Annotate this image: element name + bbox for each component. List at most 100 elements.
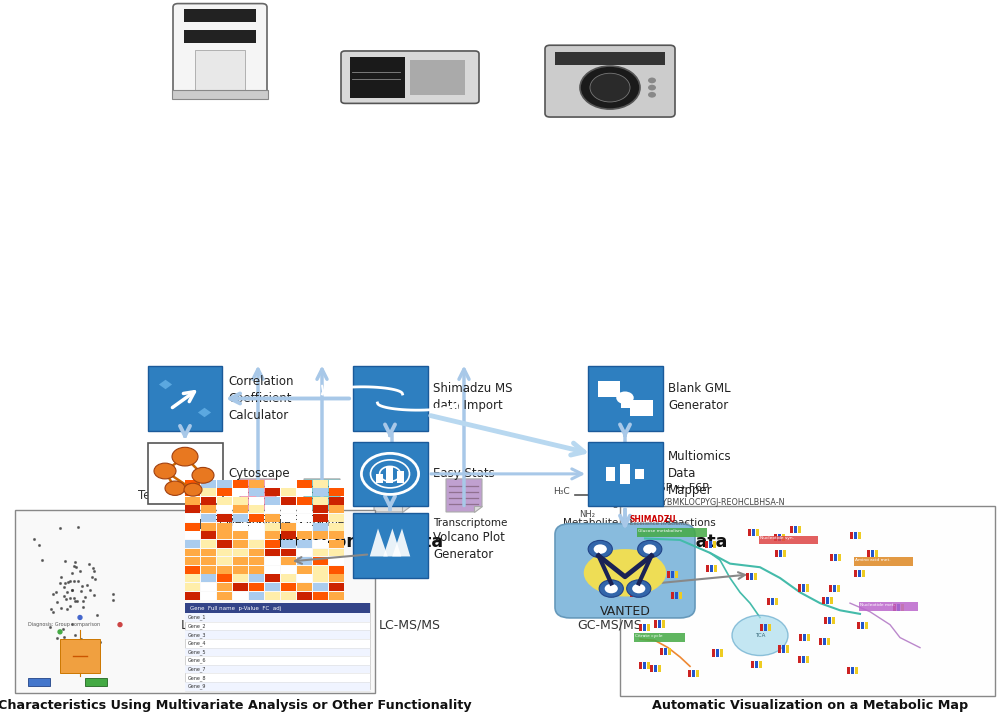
Bar xyxy=(692,670,695,677)
Bar xyxy=(714,565,717,572)
Text: OH: OH xyxy=(612,480,626,488)
Bar xyxy=(297,488,312,496)
Bar xyxy=(830,597,833,604)
Bar xyxy=(217,514,232,522)
Circle shape xyxy=(154,463,176,479)
Bar xyxy=(555,52,665,65)
Bar xyxy=(823,638,826,645)
Bar xyxy=(798,526,801,533)
Point xyxy=(62,576,78,587)
Text: Gene_8: Gene_8 xyxy=(188,675,207,681)
Bar xyxy=(185,488,200,496)
Bar xyxy=(746,573,749,580)
Bar xyxy=(838,554,841,561)
Bar xyxy=(329,514,344,522)
Bar xyxy=(634,590,637,597)
Bar xyxy=(281,574,296,582)
FancyBboxPatch shape xyxy=(759,536,818,544)
Point xyxy=(45,606,61,617)
Bar xyxy=(265,557,280,565)
Bar xyxy=(233,540,248,548)
Bar xyxy=(712,649,715,656)
Ellipse shape xyxy=(584,549,666,597)
Bar xyxy=(185,549,200,556)
Bar xyxy=(410,60,465,95)
Bar xyxy=(201,531,216,539)
Bar xyxy=(201,497,216,505)
Bar xyxy=(281,531,296,539)
Bar xyxy=(265,497,280,505)
Bar xyxy=(233,514,248,522)
Bar xyxy=(185,514,200,522)
Point xyxy=(57,555,73,567)
Circle shape xyxy=(632,584,645,593)
Bar xyxy=(754,573,757,580)
Bar xyxy=(201,523,216,531)
Point xyxy=(53,602,69,613)
Bar xyxy=(249,549,264,556)
FancyBboxPatch shape xyxy=(545,45,675,117)
Bar xyxy=(329,497,344,505)
Point xyxy=(42,621,58,633)
Bar xyxy=(281,566,296,574)
Polygon shape xyxy=(304,479,340,512)
Bar xyxy=(185,540,200,548)
Point xyxy=(60,576,76,587)
Bar xyxy=(201,592,216,600)
Bar xyxy=(217,566,232,574)
Bar xyxy=(806,656,809,663)
Bar xyxy=(329,523,344,531)
Circle shape xyxy=(643,544,656,554)
Bar xyxy=(297,497,312,505)
Bar xyxy=(696,670,699,677)
Bar xyxy=(217,497,232,505)
Point xyxy=(64,584,80,596)
Bar xyxy=(217,592,232,600)
Bar xyxy=(313,497,328,505)
Point xyxy=(56,581,72,592)
Text: Gene  Full name  p-Value  FC  adj: Gene Full name p-Value FC adj xyxy=(190,606,281,610)
Bar xyxy=(313,523,328,531)
Bar xyxy=(664,648,667,655)
Point xyxy=(58,593,74,605)
Bar xyxy=(798,584,801,592)
Bar xyxy=(803,634,806,641)
Text: Gene_3: Gene_3 xyxy=(188,632,207,638)
Bar xyxy=(217,505,232,513)
Bar xyxy=(297,549,312,556)
Point xyxy=(75,596,91,607)
Text: Gene_4: Gene_4 xyxy=(188,640,207,646)
Bar xyxy=(857,622,860,629)
Bar xyxy=(329,574,344,582)
Point xyxy=(73,585,89,597)
Bar xyxy=(281,497,296,505)
Bar xyxy=(281,557,296,565)
Text: Multi-omics Data: Multi-omics Data xyxy=(277,533,443,551)
Bar xyxy=(281,549,296,556)
Point xyxy=(112,619,128,630)
Bar xyxy=(643,624,646,631)
Bar xyxy=(185,497,200,505)
Bar xyxy=(819,638,822,645)
Bar xyxy=(329,592,344,600)
Bar xyxy=(720,649,723,656)
FancyBboxPatch shape xyxy=(620,399,630,409)
Text: NH₂: NH₂ xyxy=(579,510,595,519)
Bar xyxy=(217,531,232,539)
Text: G6P ↔ F6P: G6P ↔ F6P xyxy=(650,483,709,493)
Bar xyxy=(201,583,216,591)
Bar xyxy=(281,505,296,513)
Bar xyxy=(783,550,786,557)
Point xyxy=(62,600,78,612)
Bar xyxy=(679,592,682,600)
Point xyxy=(34,554,50,566)
Bar xyxy=(297,480,312,488)
Point xyxy=(74,580,90,592)
Bar xyxy=(830,554,833,561)
Polygon shape xyxy=(370,528,388,556)
Bar xyxy=(329,488,344,496)
Point xyxy=(70,575,86,587)
Bar xyxy=(329,566,344,574)
Point xyxy=(77,591,93,602)
Bar xyxy=(861,622,864,629)
